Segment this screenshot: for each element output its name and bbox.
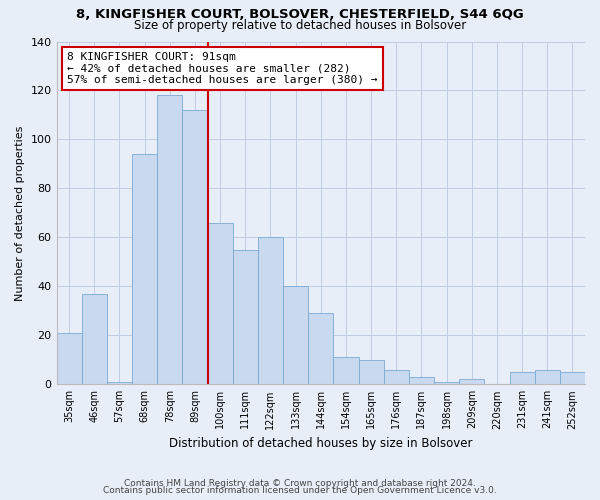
Bar xyxy=(283,286,308,384)
Bar xyxy=(535,370,560,384)
Text: 8, KINGFISHER COURT, BOLSOVER, CHESTERFIELD, S44 6QG: 8, KINGFISHER COURT, BOLSOVER, CHESTERFI… xyxy=(76,8,524,20)
Text: Contains HM Land Registry data © Crown copyright and database right 2024.: Contains HM Land Registry data © Crown c… xyxy=(124,478,476,488)
Bar xyxy=(383,370,409,384)
Text: 8 KINGFISHER COURT: 91sqm
← 42% of detached houses are smaller (282)
57% of semi: 8 KINGFISHER COURT: 91sqm ← 42% of detac… xyxy=(67,52,377,85)
Bar xyxy=(509,372,535,384)
Bar xyxy=(434,382,459,384)
Bar xyxy=(334,358,359,384)
Bar xyxy=(82,294,107,384)
Bar xyxy=(208,222,233,384)
Bar xyxy=(359,360,383,384)
Bar xyxy=(107,382,132,384)
Bar xyxy=(233,250,258,384)
Bar xyxy=(182,110,208,384)
Bar xyxy=(409,377,434,384)
Text: Size of property relative to detached houses in Bolsover: Size of property relative to detached ho… xyxy=(134,19,466,32)
Bar xyxy=(308,314,334,384)
X-axis label: Distribution of detached houses by size in Bolsover: Distribution of detached houses by size … xyxy=(169,437,473,450)
Bar xyxy=(157,96,182,385)
Bar xyxy=(132,154,157,384)
Y-axis label: Number of detached properties: Number of detached properties xyxy=(15,125,25,300)
Bar xyxy=(459,380,484,384)
Bar xyxy=(56,333,82,384)
Bar xyxy=(258,238,283,384)
Bar xyxy=(560,372,585,384)
Text: Contains public sector information licensed under the Open Government Licence v3: Contains public sector information licen… xyxy=(103,486,497,495)
